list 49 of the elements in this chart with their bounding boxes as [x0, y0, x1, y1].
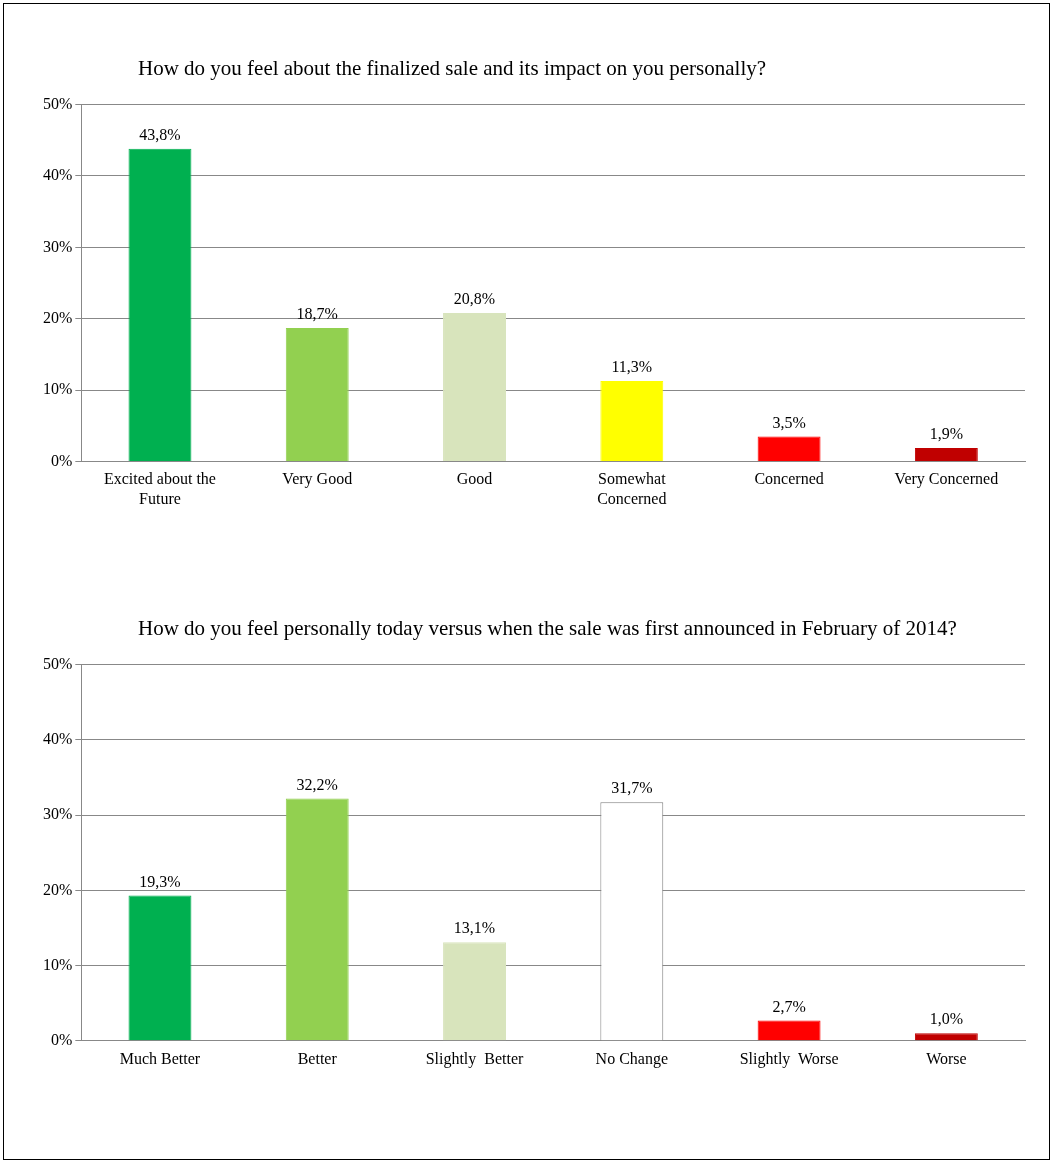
x-tick-label: Slightly Better — [425, 1049, 525, 1068]
bar — [914, 1033, 978, 1041]
bar — [914, 448, 978, 462]
data-label: 19,3% — [139, 872, 181, 890]
y-tick-label: 20% — [43, 309, 73, 326]
data-label: 1,9% — [929, 425, 964, 443]
y-tick-label: 30% — [43, 805, 73, 823]
bar — [443, 942, 506, 1041]
bar — [757, 1020, 821, 1041]
x-tick-label: Concerned — [754, 470, 824, 488]
data-label: 2,7% — [772, 997, 806, 1015]
y-tick-label: 50% — [43, 94, 73, 112]
data-label: 18,7% — [296, 305, 338, 323]
data-label: 20,8% — [453, 290, 496, 308]
x-tick-label: No Change — [595, 1049, 669, 1068]
data-label: 3,5% — [772, 413, 806, 431]
x-tick-label: Excited about the Future — [103, 470, 216, 507]
x-tick-label: Slightly Worse — [739, 1049, 839, 1068]
x-tick-label: Much Better — [119, 1049, 201, 1067]
y-tick-label: 30% — [43, 237, 73, 255]
bar — [757, 436, 821, 462]
data-label: 1,0% — [929, 1010, 964, 1028]
chart-title: How do you feel about the finalized sale and its impact on you personally? — [138, 55, 768, 82]
data-label: 13,1% — [453, 919, 496, 937]
chart-title: How do you feel personally today versus when the sale was first announced in February of 2014? — [138, 615, 958, 642]
x-tick-label: Good — [456, 470, 493, 488]
x-tick-label: Very Concerned — [894, 470, 999, 489]
bar — [443, 313, 506, 462]
data-label: 43,8% — [139, 126, 181, 144]
y-tick-label: 10% — [43, 955, 73, 973]
bar — [128, 895, 192, 1041]
y-tick-label: 10% — [43, 380, 73, 398]
y-tick-label: 40% — [43, 166, 73, 184]
x-tick-label: Better — [297, 1049, 338, 1067]
bar — [285, 798, 349, 1041]
x-tick-label: Very Good — [282, 470, 353, 489]
data-label: 32,2% — [296, 775, 338, 793]
y-tick-label: 0% — [51, 1031, 73, 1048]
data-label: 31,7% — [611, 779, 653, 797]
y-tick-label: 50% — [43, 654, 73, 672]
y-tick-label: 40% — [43, 730, 73, 748]
bar — [600, 380, 664, 462]
data-label: 11,3% — [611, 358, 653, 376]
y-tick-label: 0% — [51, 451, 73, 469]
x-tick-label: Worse — [926, 1049, 967, 1067]
bar — [128, 148, 192, 462]
x-tick-label: Somewhat Concerned — [597, 470, 667, 507]
bar — [285, 328, 349, 462]
y-tick-label: 20% — [43, 880, 73, 898]
